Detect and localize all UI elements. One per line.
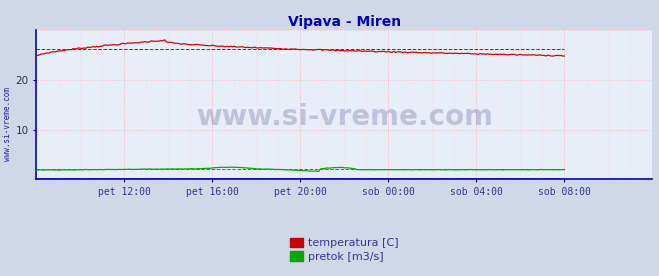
Text: www.si-vreme.com: www.si-vreme.com [196,103,493,131]
Title: Vipava - Miren: Vipava - Miren [288,15,401,29]
Legend: temperatura [C], pretok [m3/s]: temperatura [C], pretok [m3/s] [285,233,403,266]
Text: www.si-vreme.com: www.si-vreme.com [3,87,13,161]
